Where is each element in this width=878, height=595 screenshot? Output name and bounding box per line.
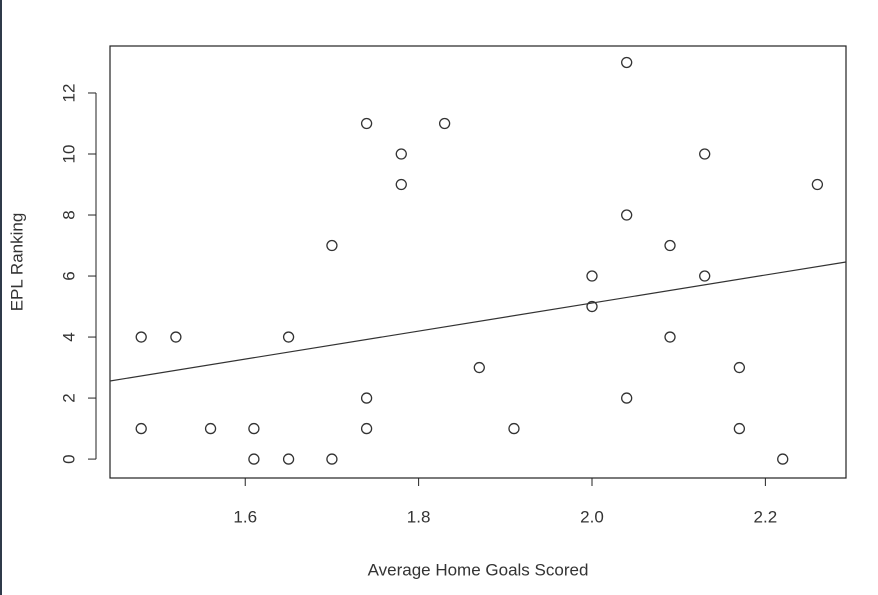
point <box>170 331 182 343</box>
y-tick-label: 10 <box>59 145 78 164</box>
y-tick-label: 8 <box>59 210 78 219</box>
point <box>473 361 485 374</box>
x-axis-title: Average Home Goals Scored <box>368 560 589 579</box>
point <box>508 422 520 435</box>
point <box>282 453 295 465</box>
point <box>395 178 407 191</box>
point <box>282 331 295 343</box>
point <box>135 422 147 435</box>
point <box>438 117 451 130</box>
point <box>586 270 598 282</box>
point <box>664 331 676 343</box>
x-tick-label: 2.0 <box>580 507 604 526</box>
x-tick-label: 1.6 <box>233 507 257 526</box>
point <box>360 422 373 435</box>
y-tick-label: 6 <box>59 271 78 280</box>
point <box>135 331 147 343</box>
point <box>811 178 824 191</box>
point <box>733 422 746 435</box>
y-tick-label: 4 <box>59 332 78 341</box>
y-tick-label: 2 <box>59 393 78 402</box>
trend-line <box>109 261 847 382</box>
point <box>699 270 711 282</box>
point <box>360 117 373 130</box>
point <box>777 453 789 465</box>
point <box>621 56 633 69</box>
point <box>621 392 633 404</box>
y-tick-label: 0 <box>59 454 78 463</box>
point <box>326 453 338 465</box>
point <box>621 209 633 221</box>
point <box>326 239 338 252</box>
point <box>248 422 260 435</box>
x-tick-label: 1.8 <box>407 507 431 526</box>
point <box>248 453 260 465</box>
point <box>733 361 746 374</box>
point <box>699 148 711 160</box>
plot-box <box>109 45 847 479</box>
point <box>395 148 407 160</box>
x-tick-label: 2.2 <box>754 507 778 526</box>
y-tick-label: 12 <box>59 84 78 103</box>
y-axis-title: EPL Ranking <box>7 213 26 312</box>
point <box>664 239 676 252</box>
point <box>360 392 373 404</box>
point <box>586 300 598 313</box>
point <box>204 422 217 435</box>
